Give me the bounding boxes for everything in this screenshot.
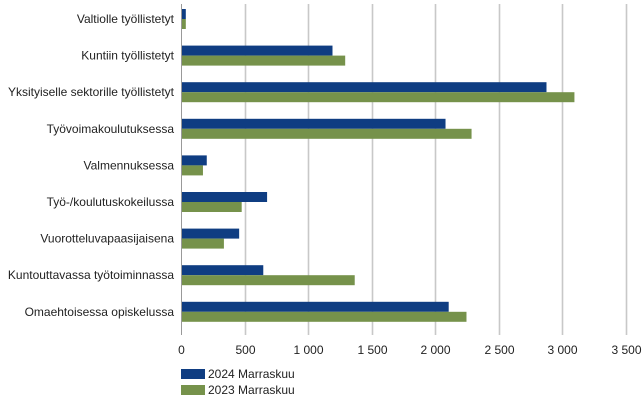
bar — [182, 82, 547, 93]
labels: 0 500 1 000 1 500 2 000 2 500 3 000 3 500 Valtio… — [8, 12, 642, 357]
x-tick-label: 2 500 — [484, 343, 514, 357]
bar — [182, 275, 355, 286]
x-tick-label: 500 — [235, 343, 255, 357]
category-label: Valmennuksessa — [84, 158, 175, 172]
x-tick-label: 3 500 — [611, 343, 641, 357]
bar — [182, 55, 346, 66]
category-label: Vuorotteluvapaasijaisena — [40, 232, 174, 246]
bar — [182, 265, 264, 276]
bar — [182, 192, 268, 202]
x-tick-label: 2 000 — [420, 343, 450, 357]
bar — [182, 165, 203, 176]
bar — [182, 301, 449, 312]
bar — [182, 9, 186, 19]
legend-swatch — [181, 369, 205, 379]
x-tick-label: 3 000 — [547, 343, 577, 357]
category-label: Kuntouttavassa työtoiminnassa — [8, 268, 174, 282]
bar — [182, 155, 207, 166]
bar — [182, 128, 472, 139]
legend-swatch — [181, 385, 205, 395]
bar — [182, 202, 242, 212]
bars — [182, 9, 575, 322]
bar — [182, 118, 446, 129]
bar — [182, 238, 224, 249]
bar — [182, 92, 575, 103]
category-label: Yksityiselle sektorille työllistetyt — [8, 85, 175, 99]
x-tick-label: 0 — [178, 343, 185, 357]
bar — [182, 228, 240, 239]
bar — [182, 45, 333, 56]
category-label: Omaehtoisessa opiskelussa — [25, 305, 175, 319]
legend-label: 2024 Marraskuu — [208, 367, 295, 381]
bar — [182, 311, 467, 322]
x-tick-label: 1 000 — [293, 343, 323, 357]
x-tick-label: 1 500 — [357, 343, 387, 357]
category-label: Valtiolle työllistetyt — [77, 12, 175, 26]
category-label: Työvoimakoulutuksessa — [47, 122, 175, 136]
category-label: Kuntiin työllistetyt — [81, 49, 174, 63]
legend: 2024 Marraskuu 2023 Marraskuu — [181, 367, 295, 397]
category-label: Työ-/koulutuskokeilussa — [47, 195, 175, 209]
legend-label: 2023 Marraskuu — [208, 383, 295, 397]
bar — [182, 19, 186, 29]
